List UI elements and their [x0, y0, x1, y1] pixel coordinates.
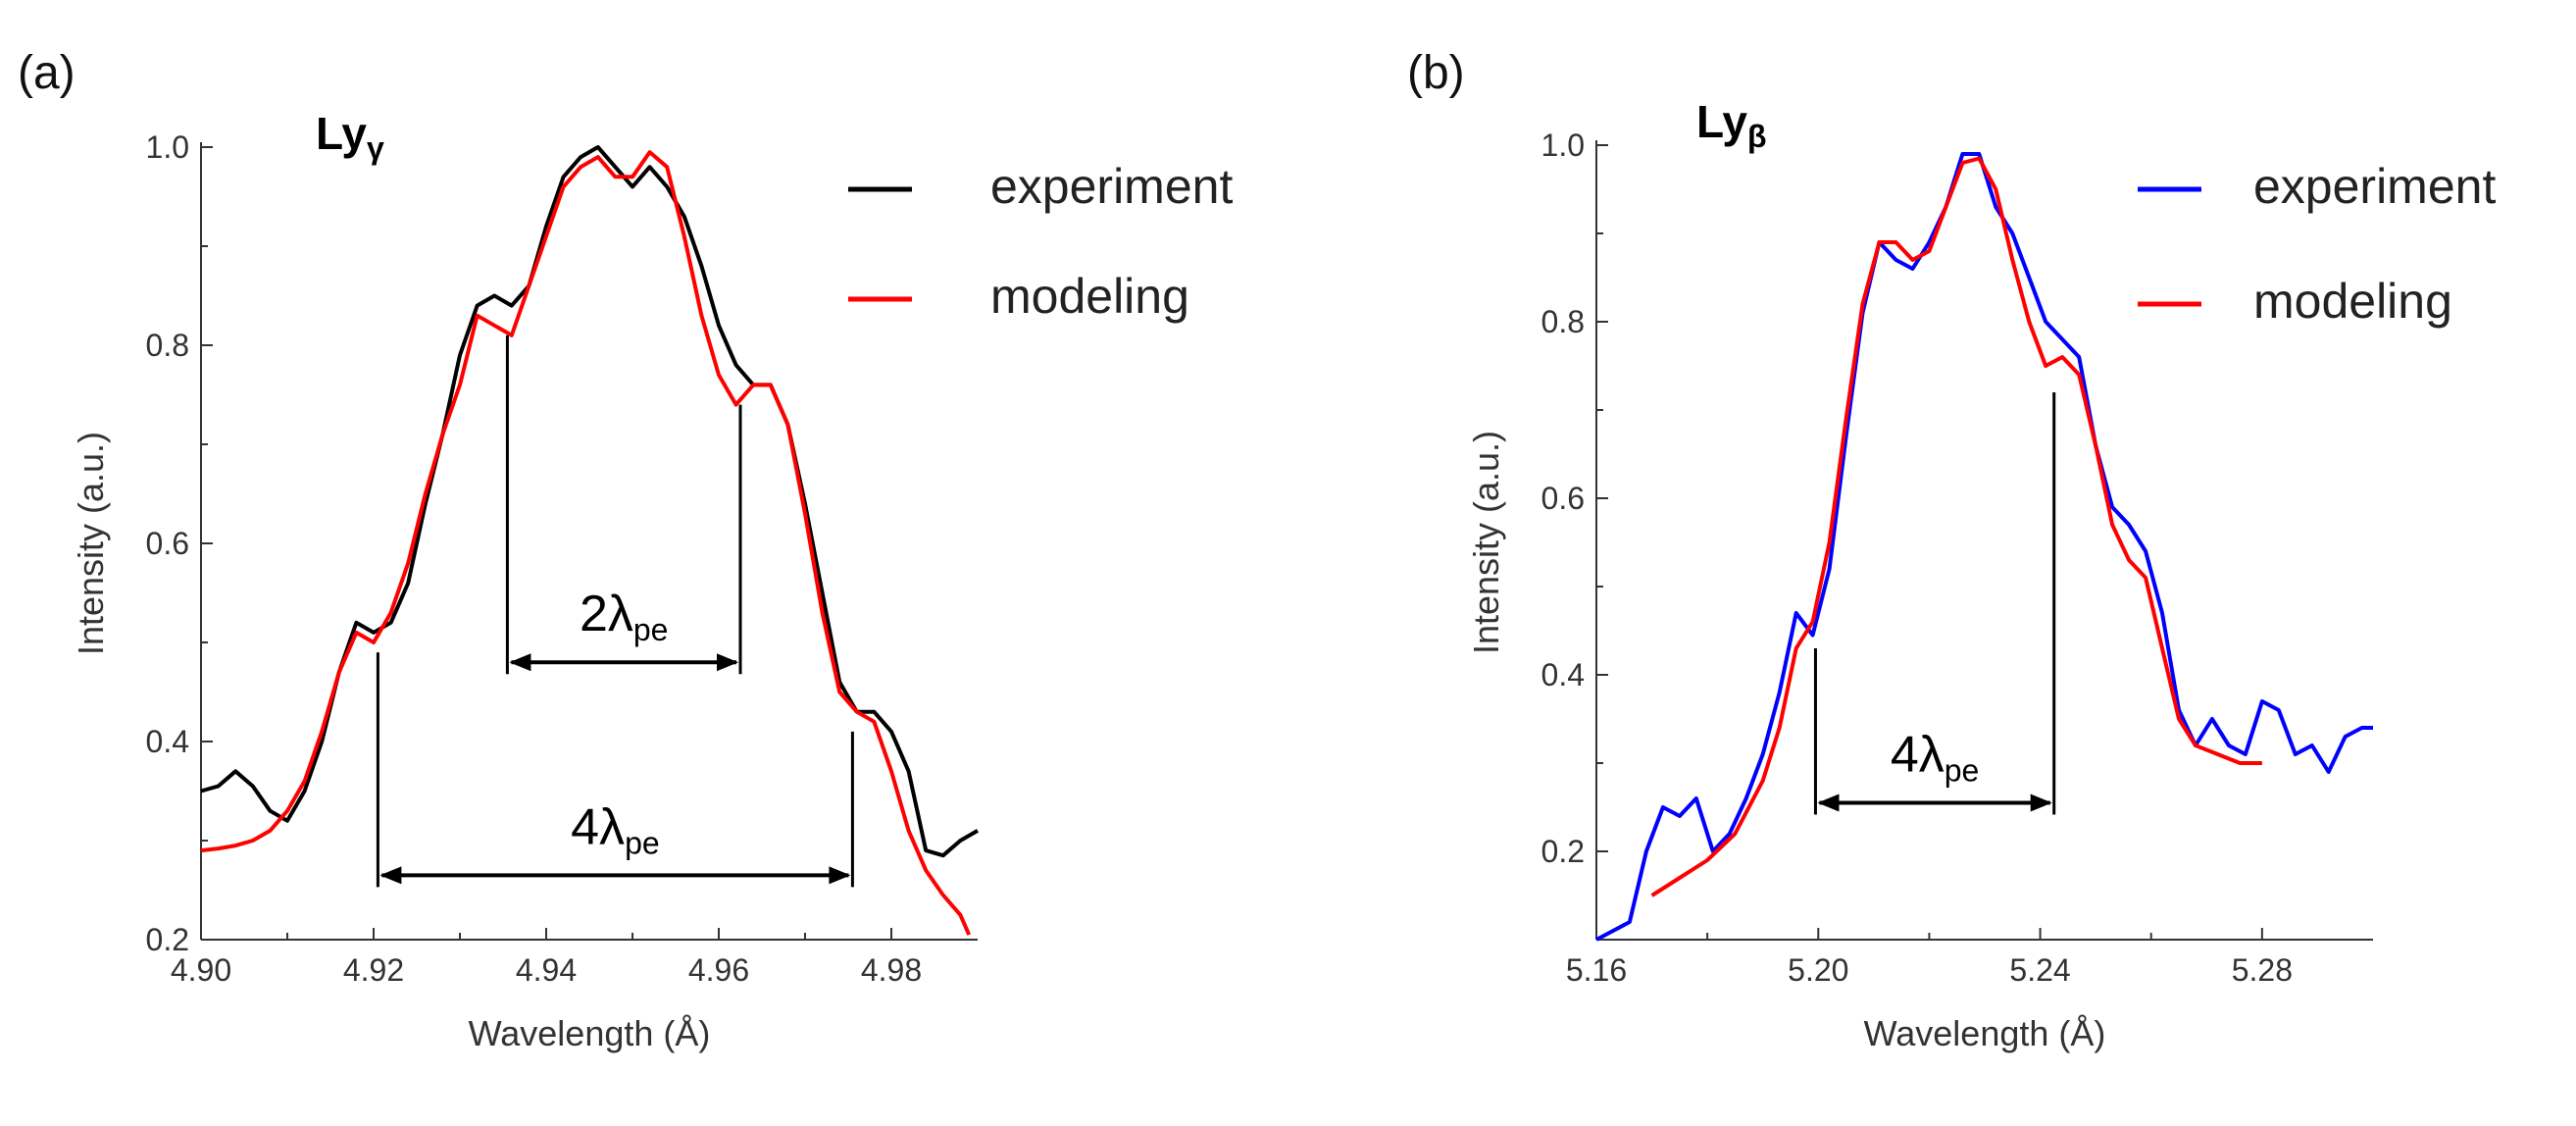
x-tick-label: 5.24	[2009, 952, 2070, 988]
annotation-label: 4λpe	[571, 798, 660, 860]
x-axis-title: Wavelength (Å)	[1864, 1013, 2106, 1053]
annotation-arrowhead-right	[717, 653, 738, 672]
y-tick-label: 1.0	[146, 129, 189, 165]
chart-panel-a: 4.90 4.92 4.94 4.96 4.98 0.2 0.4 0.6 0.8 1.0 Wavel…	[18, 47, 1233, 1053]
y-tick-label: 0.8	[146, 328, 189, 363]
annotation-label: 2λpe	[580, 586, 669, 647]
line-name-label: Lyβ	[1696, 96, 1767, 154]
legend-label-experiment: experiment	[2253, 159, 2496, 214]
legend-label-modeling: modeling	[990, 269, 1189, 324]
annotation-arrowhead-left	[1817, 793, 1840, 812]
y-tick-label: 0.4	[146, 724, 189, 759]
series-line-experiment	[1595, 152, 2373, 942]
y-tick-label: 0.4	[1541, 657, 1585, 692]
x-tick-label: 4.98	[861, 952, 922, 988]
x-tick-label: 5.28	[2232, 952, 2293, 988]
series-line-modeling	[200, 150, 972, 936]
y-axis-title: Intensity (a.u.)	[71, 432, 111, 655]
y-tick-label: 0.6	[146, 526, 189, 561]
y-tick-label: 0.2	[1541, 834, 1585, 869]
x-tick-label: 4.96	[688, 952, 749, 988]
x-axis-title: Wavelength (Å)	[469, 1013, 711, 1053]
panel-label: (a)	[18, 47, 76, 99]
annotation-arrowhead-right	[829, 866, 851, 885]
y-tick-label: 0.6	[1541, 481, 1585, 516]
annotation-arrowhead-right	[2030, 793, 2052, 812]
annotation-arrowhead-left	[509, 653, 531, 672]
x-tick-label: 4.94	[516, 952, 577, 988]
legend-label-modeling: modeling	[2253, 274, 2452, 329]
annotation-arrowhead-left	[379, 866, 402, 885]
annotation-4lambda: 4λpe	[1813, 392, 2056, 815]
x-tick-label: 5.16	[1566, 952, 1627, 988]
y-axis-title: Intensity (a.u.)	[1466, 431, 1506, 654]
chart-panel-b: 5.16 5.20 5.24 5.28 0.2 0.4 0.6 0.8 1.0 Wavelengt…	[1407, 47, 2496, 1053]
annotation-label: 4λpe	[1891, 727, 1980, 789]
x-tick-label: 5.20	[1788, 952, 1848, 988]
legend-label-experiment: experiment	[990, 159, 1233, 214]
y-tick-label: 1.0	[1541, 128, 1585, 163]
x-tick-label: 4.92	[343, 952, 404, 988]
panel-label: (b)	[1407, 47, 1465, 99]
annotation-4lambda: 4λpe	[376, 652, 854, 888]
series-line-modeling	[1650, 156, 2262, 897]
line-name-label: Lyγ	[316, 108, 384, 166]
y-tick-label: 0.8	[1541, 304, 1585, 339]
x-tick-label: 4.90	[171, 952, 231, 988]
annotation-2lambda: 2λpe	[505, 334, 742, 675]
y-tick-label: 0.2	[146, 922, 189, 957]
